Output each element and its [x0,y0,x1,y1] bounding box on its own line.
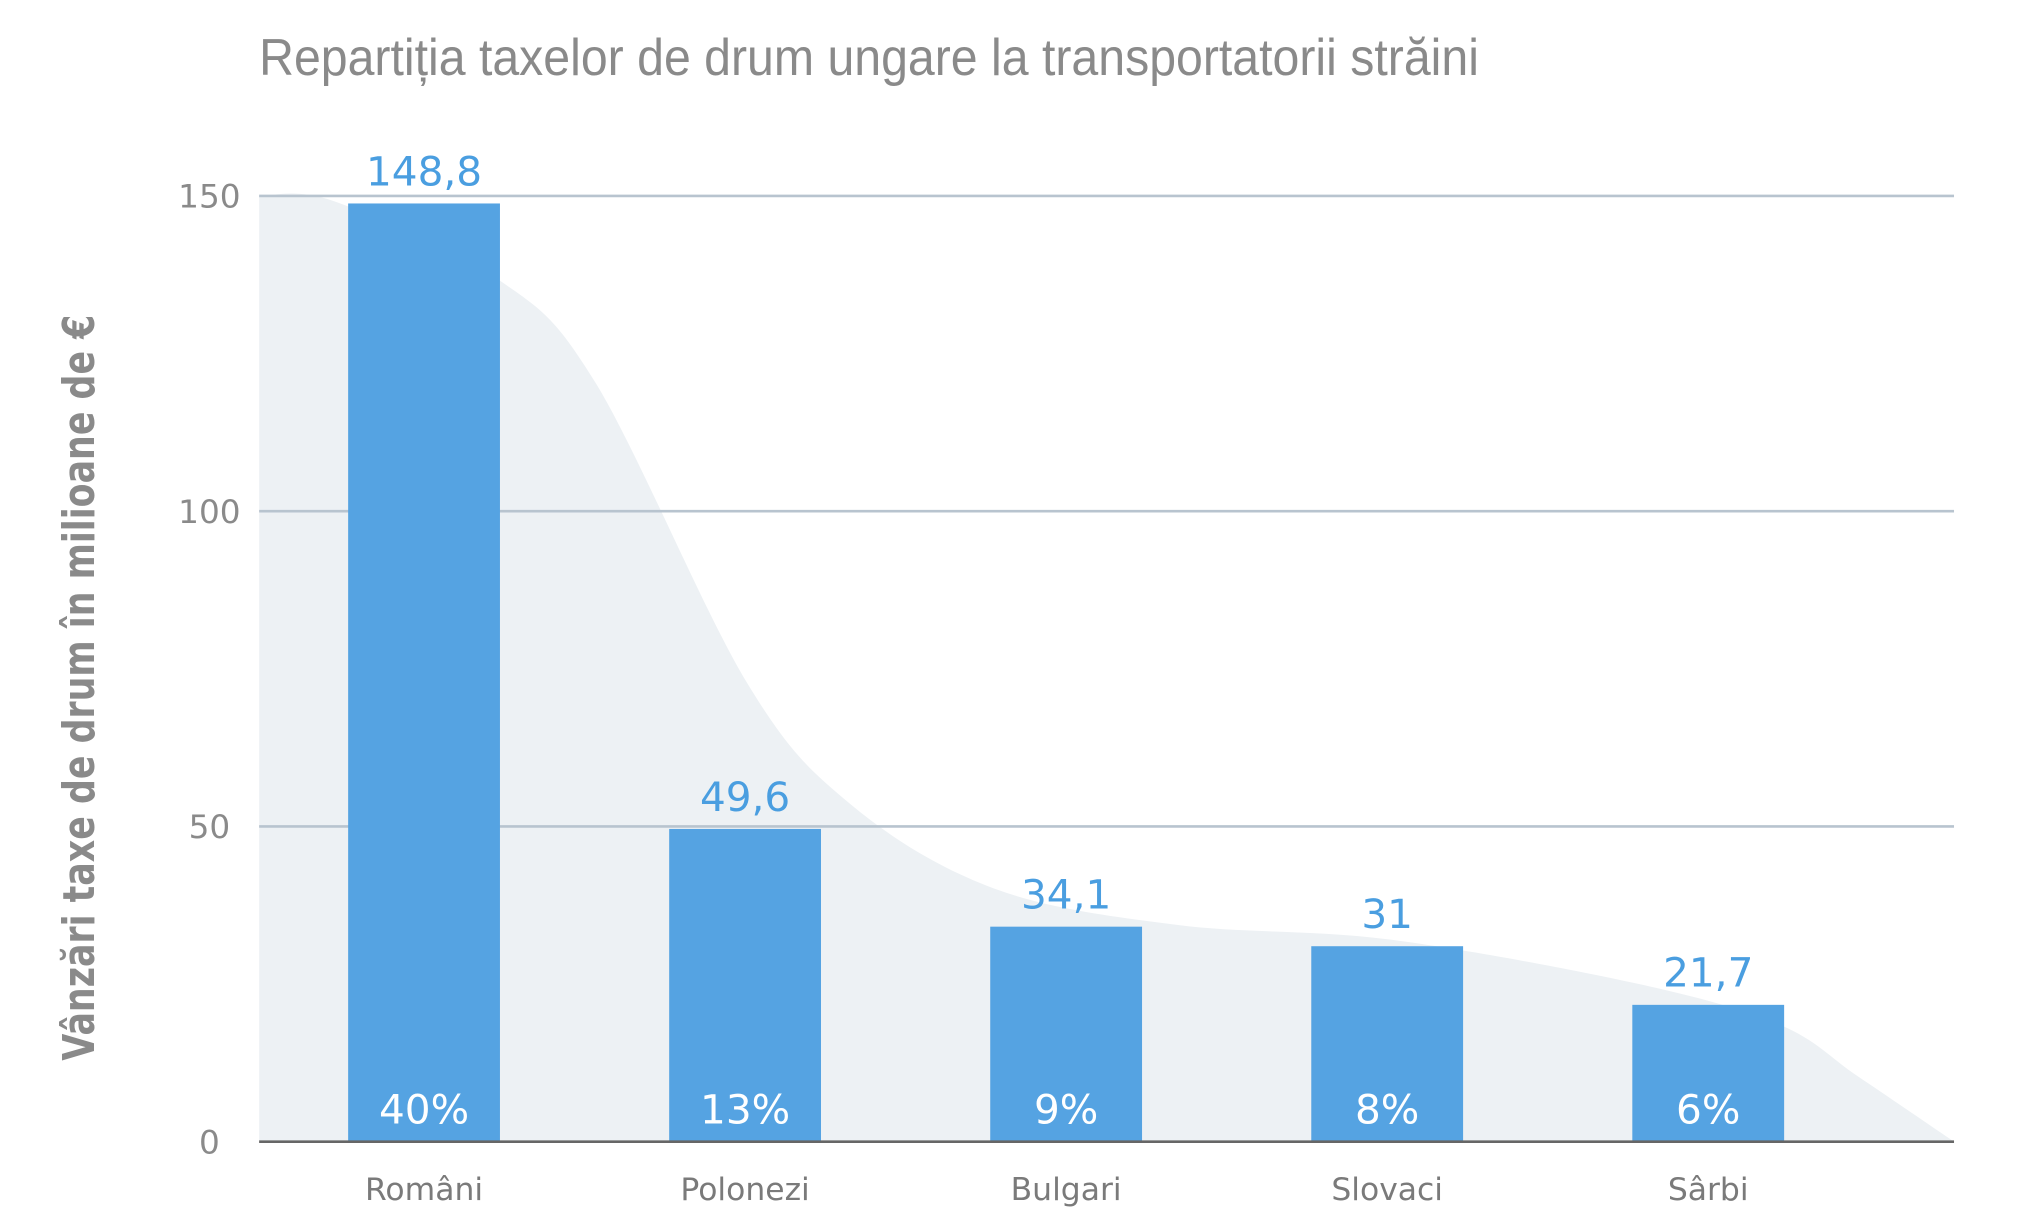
bar-group: 49,6 13% Polonezi [669,774,822,1208]
percent-label: 13% [700,1087,790,1134]
bar [1632,1004,1785,1142]
category-label: Sârbi [1668,1172,1749,1208]
category-label: Slovaci [1331,1172,1443,1208]
percent-label: 9% [1034,1087,1098,1134]
value-label: 31 [1361,891,1413,938]
bar [669,828,822,1142]
value-label: 34,1 [1021,872,1111,919]
y-tick-labels: 0 50 100 150 [178,178,240,1162]
bar [1311,946,1464,1142]
y-axis-label: Vânzări taxe de drum în milioane de € [55,315,105,1061]
bar [348,203,500,1142]
bar-group: 31 8% Slovaci [1311,891,1464,1208]
category-label: Bulgari [1011,1172,1122,1208]
y-tick-label: 150 [178,178,240,216]
percent-label: 8% [1355,1087,1419,1134]
y-tick-label: 100 [178,493,240,531]
bars: 148,8 40% Români 49,6 13% Polonezi 34,1 9% Bulga… [348,148,1785,1208]
bar-group: 148,8 40% Români [348,148,500,1208]
category-label: Români [365,1172,483,1208]
bar-group: 21,7 6% Sârbi [1632,950,1785,1208]
y-tick-label: 0 [199,1123,220,1161]
y-tick-label: 50 [189,808,231,846]
gridlines [259,194,1955,828]
value-label: 21,7 [1663,950,1753,997]
value-label: 148,8 [366,148,482,195]
bar-group: 34,1 9% Bulgari [990,872,1143,1208]
chart-title: Repartiția taxelor de drum ungare la tra… [259,29,1479,87]
category-label: Polonezi [680,1172,809,1208]
value-label: 49,6 [700,774,790,821]
percent-label: 40% [379,1087,469,1134]
bar [990,926,1143,1142]
percent-label: 6% [1676,1087,1740,1134]
